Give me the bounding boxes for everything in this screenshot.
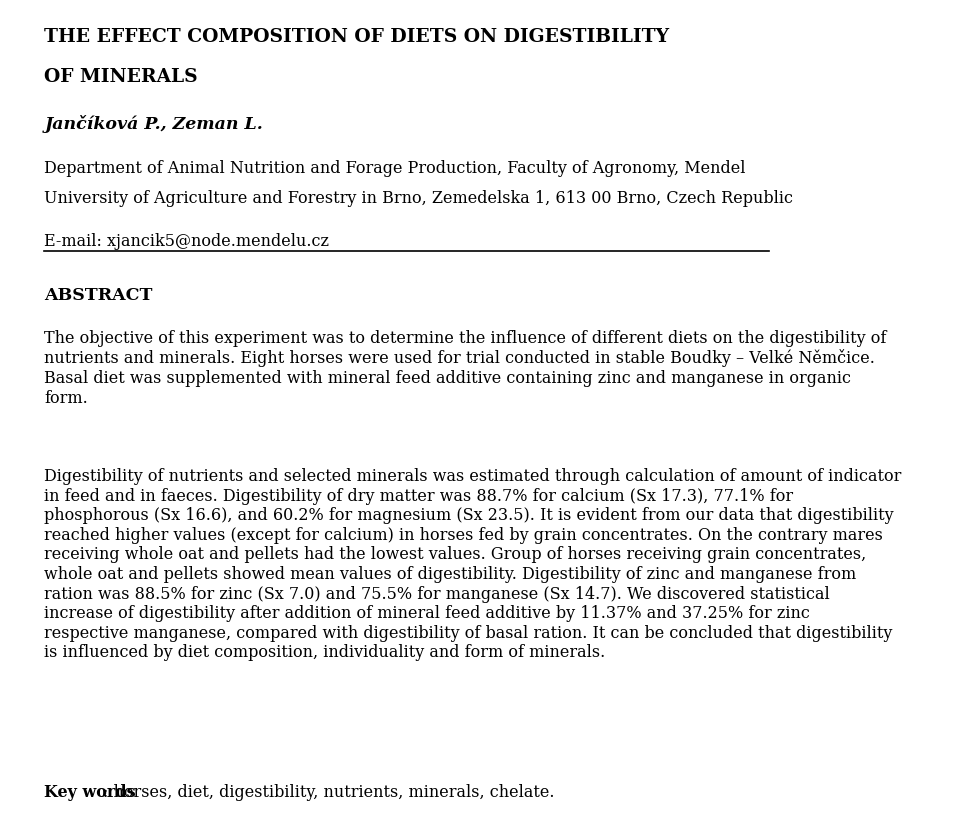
Text: Jančíková P., Zeman L.: Jančíková P., Zeman L. bbox=[44, 115, 263, 133]
Text: E-mail: xjancik5@node.mendelu.cz: E-mail: xjancik5@node.mendelu.cz bbox=[44, 233, 329, 250]
Text: Digestibility of nutrients and selected minerals was estimated through calculati: Digestibility of nutrients and selected … bbox=[44, 468, 901, 662]
Text: : horses, diet, digestibility, nutrients, minerals, chelate.: : horses, diet, digestibility, nutrients… bbox=[103, 784, 555, 801]
Text: Key words: Key words bbox=[44, 784, 136, 801]
Text: University of Agriculture and Forestry in Brno, Zemedelska 1, 613 00 Brno, Czech: University of Agriculture and Forestry i… bbox=[44, 190, 793, 208]
Text: Department of Animal Nutrition and Forage Production, Faculty of Agronomy, Mende: Department of Animal Nutrition and Forag… bbox=[44, 160, 746, 177]
Text: ABSTRACT: ABSTRACT bbox=[44, 287, 153, 304]
Text: The objective of this experiment was to determine the influence of different die: The objective of this experiment was to … bbox=[44, 330, 887, 407]
Text: THE EFFECT COMPOSITION OF DIETS ON DIGESTIBILITY: THE EFFECT COMPOSITION OF DIETS ON DIGES… bbox=[44, 28, 669, 46]
Text: OF MINERALS: OF MINERALS bbox=[44, 68, 198, 85]
